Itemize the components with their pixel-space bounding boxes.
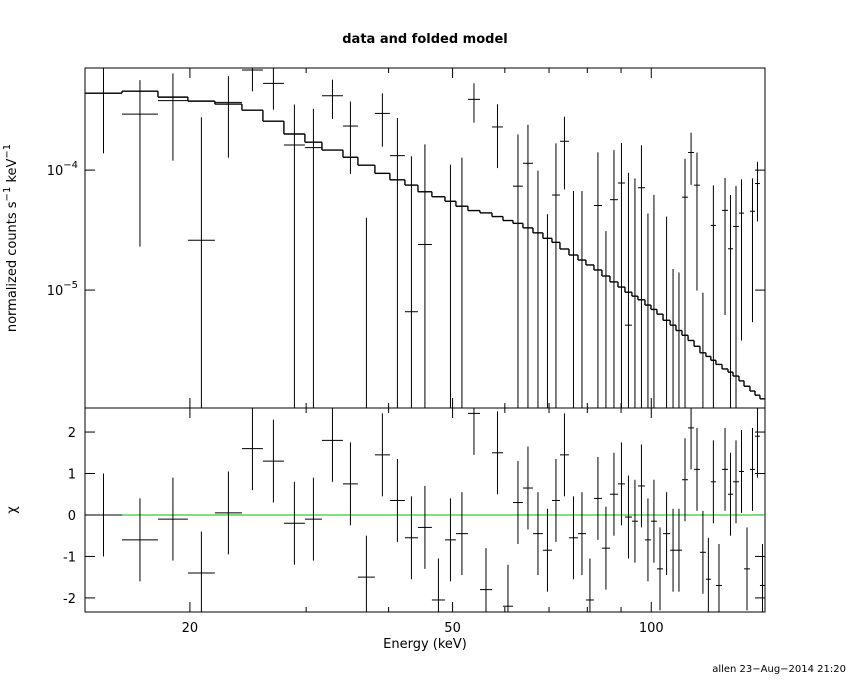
y-label-exp: −1 — [2, 187, 13, 202]
x-axis-label: Energy (keV) — [383, 637, 467, 652]
y-tick-exponent: −4 — [63, 160, 78, 171]
x-tick-label: 20 — [182, 621, 199, 636]
y-tick-label: 10−5 — [47, 280, 78, 299]
chart-title: data and folded model — [342, 32, 508, 47]
y-tick-label: 10−4 — [47, 160, 78, 179]
y-axis-label: normalized counts s−1 keV−1 — [2, 144, 20, 332]
y-label-text: normalized counts s — [5, 201, 20, 332]
y-tick-label: -1 — [63, 550, 76, 565]
y-tick-label: 0 — [68, 509, 76, 524]
y-tick-base: 10 — [47, 164, 64, 179]
y-tick-exponent: −5 — [63, 280, 78, 291]
x-tick-label: 100 — [639, 621, 664, 636]
y-tick-base: 10 — [47, 284, 64, 299]
footer: allen 23−Aug−2014 21:20 — [712, 664, 846, 675]
y-label-unit: keV — [5, 158, 20, 186]
y-label-exp: −1 — [2, 144, 13, 159]
y-tick-label: 2 — [68, 426, 76, 441]
x-tick-label: 50 — [444, 621, 461, 636]
y-tick-label: 1 — [68, 468, 76, 483]
residual-axis-label: χ — [5, 506, 20, 514]
y-tick-label: -2 — [63, 592, 76, 607]
